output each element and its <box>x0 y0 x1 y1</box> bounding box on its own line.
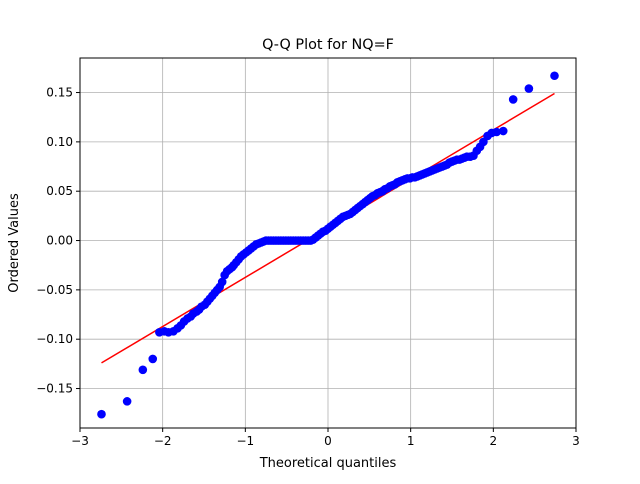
grid-lines <box>79 58 577 428</box>
x-tick-label: −3 <box>71 434 89 448</box>
data-point <box>122 397 132 406</box>
data-point <box>97 409 106 419</box>
y-tick-label: −0.15 <box>36 382 73 396</box>
data-point <box>148 354 158 364</box>
y-tick-label: −0.05 <box>36 283 73 297</box>
x-tick-label: 3 <box>572 434 580 448</box>
y-axis-ticks: −0.15 −0.10 −0.05 0.00 0.05 0.10 0.15 <box>36 86 80 396</box>
x-tick-label: 1 <box>407 434 415 448</box>
data-point <box>217 277 227 287</box>
data-point <box>524 84 534 93</box>
y-tick-label: 0.05 <box>46 184 73 198</box>
y-tick-label: −0.10 <box>36 332 73 346</box>
y-tick-label: 0.00 <box>46 234 73 248</box>
chart-title: Q-Q Plot for NQ=F <box>262 37 394 53</box>
x-tick-label: 0 <box>324 434 332 448</box>
x-tick-label: −2 <box>154 434 172 448</box>
y-tick-label: 0.15 <box>46 86 73 100</box>
data-point <box>138 365 148 375</box>
x-axis-label: Theoretical quantiles <box>259 456 397 471</box>
data-point <box>492 127 501 137</box>
y-axis-label: Ordered Values <box>7 193 22 293</box>
data-point <box>498 126 508 136</box>
data-point <box>550 71 559 81</box>
data-point <box>508 95 518 104</box>
x-tick-label: −1 <box>236 434 254 448</box>
data-points <box>97 71 559 419</box>
x-tick-label: 2 <box>490 434 498 448</box>
x-axis-ticks: −3 −2 −1 0 1 2 3 <box>71 428 580 448</box>
y-tick-label: 0.10 <box>46 135 73 149</box>
